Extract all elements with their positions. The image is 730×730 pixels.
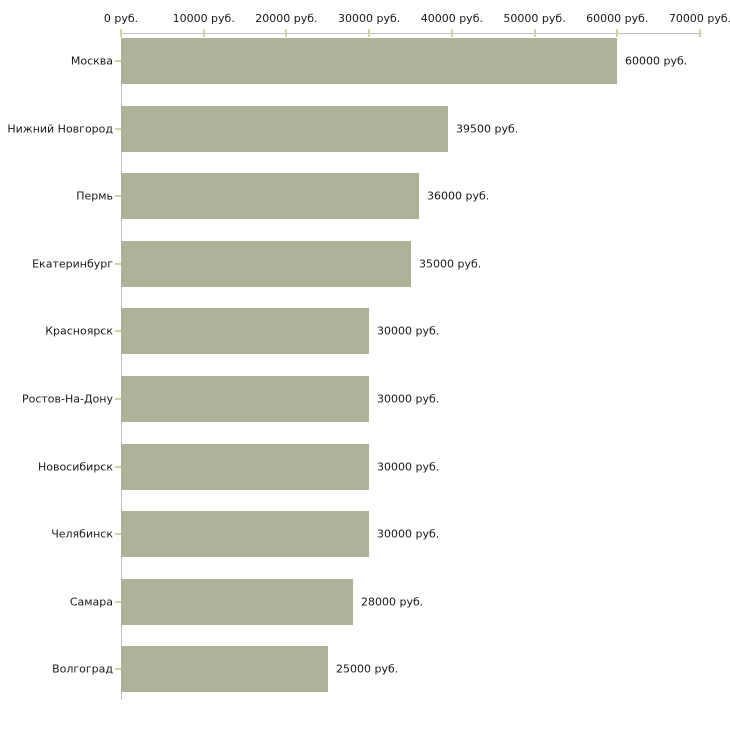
category-label: Красноярск [45,324,113,338]
category-label: Самара [69,595,113,609]
x-axis-tick-label: 60000 руб. [586,12,649,25]
x-axis-tick-label: 0 руб. [103,12,139,25]
y-axis-tick [115,466,121,468]
bar [121,579,353,625]
x-axis-tick-label: 50000 руб. [503,12,566,25]
value-label: 35000 руб. [419,257,482,271]
value-label: 30000 руб. [377,324,440,338]
y-axis-tick [115,533,121,535]
bar [121,241,411,287]
category-label: Ростов-На-Дону [21,392,113,406]
y-axis-tick [115,60,121,62]
bar [121,38,617,84]
x-axis-tick-label: 30000 руб. [338,12,401,25]
x-axis-tick [533,29,536,37]
bar [121,511,369,557]
x-axis-tick [120,29,122,37]
x-axis-tick-label: 70000 руб. [668,12,730,25]
value-label: 36000 руб. [427,189,490,203]
category-label: Новосибирск [37,460,113,474]
x-axis-line [121,33,702,34]
y-axis-tick [115,668,121,670]
bar [121,376,369,422]
category-label: Челябинск [51,527,113,541]
bar [121,308,369,354]
bar [121,173,419,219]
value-label: 25000 руб. [336,662,399,676]
x-axis-tick [450,29,453,37]
x-axis-tick-label: 40000 руб. [420,12,483,25]
category-label: Нижний Новгород [7,122,113,136]
x-axis-tick [368,29,371,37]
x-axis-tick [202,29,205,37]
x-axis-tick [616,29,619,37]
y-axis-tick [115,128,121,130]
category-label: Москва [70,54,113,68]
value-label: 30000 руб. [377,460,440,474]
y-axis-tick [115,195,121,197]
x-axis-tick-label: 20000 руб. [255,12,318,25]
x-axis-tick-label: 10000 руб. [172,12,235,25]
y-axis-tick [115,330,121,332]
value-label: 60000 руб. [625,54,688,68]
bar [121,444,369,490]
value-label: 28000 руб. [361,595,424,609]
bar [121,106,448,152]
category-label: Екатеринбург [32,257,113,271]
category-label: Пермь [76,189,113,203]
x-axis-tick [699,29,701,37]
x-axis-tick [285,29,288,37]
value-label: 30000 руб. [377,392,440,406]
value-label: 39500 руб. [456,122,519,136]
y-axis-tick [115,263,121,265]
y-axis-tick [115,398,121,400]
y-axis-tick [115,601,121,603]
bar [121,646,328,692]
category-label: Волгоград [52,662,113,676]
value-label: 30000 руб. [377,527,440,541]
y-axis-line [121,33,122,700]
